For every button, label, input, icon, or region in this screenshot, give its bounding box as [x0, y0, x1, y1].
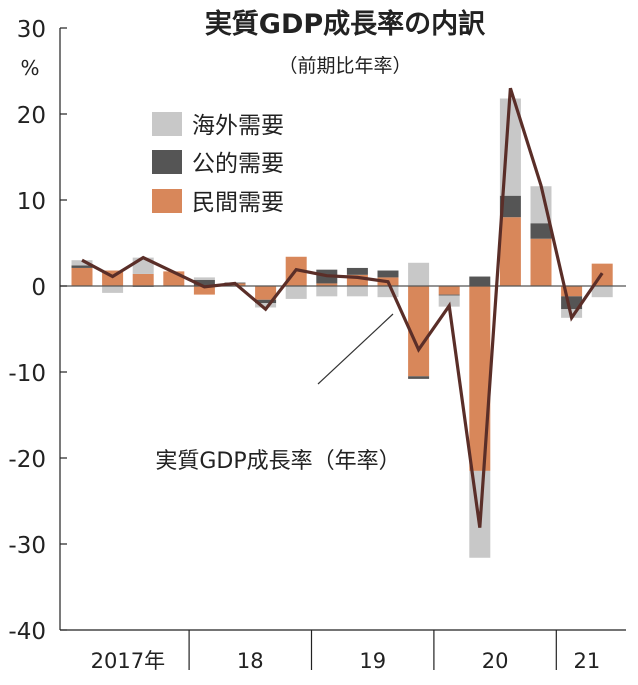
bar-2018Q3-series-2	[255, 303, 277, 308]
bar-2020Q4-series-1	[530, 223, 552, 239]
y-tick-label: -40	[8, 619, 46, 645]
x-year-label: 21	[574, 649, 601, 673]
legend-label-private: 民間需要	[192, 190, 284, 216]
annotation-leader-line	[317, 313, 394, 385]
bar-2020Q4-series-0	[530, 238, 552, 286]
y-tick-label: 20	[17, 103, 46, 129]
bar-2018Q4-series-2	[285, 286, 307, 299]
bar-2017Q1-series-0	[71, 267, 93, 286]
y-tick-label: -10	[8, 361, 46, 387]
bar-2019Q2-series-1	[346, 267, 368, 275]
bar-2020Q3-series-0	[499, 217, 521, 286]
bar-2019Q4-series-0	[408, 286, 430, 377]
bar-2021Q2-series-2	[591, 286, 613, 298]
bar-2017Q2-series-2	[102, 286, 124, 293]
y-tick-label: 10	[17, 189, 46, 215]
legend-swatch-public	[152, 150, 182, 174]
y-tick-label: -30	[8, 533, 46, 559]
annotation-gdp-line: 実質GDP成長率（年率）	[155, 449, 400, 474]
y-tick-label: 30	[17, 17, 46, 43]
bar-2019Q4-series-1	[408, 376, 430, 379]
bar-2018Q3-series-0	[255, 286, 277, 300]
bar-2020Q2-series-0	[469, 286, 491, 471]
bar-2017Q3-series-0	[132, 273, 154, 286]
legend-label-public: 公的需要	[192, 151, 284, 177]
bar-2020Q1-series-1	[438, 294, 460, 296]
legend-label-overseas: 海外需要	[192, 113, 284, 139]
bar-2019Q3-series-1	[377, 270, 399, 278]
bar-2020Q1-series-0	[438, 286, 460, 295]
bar-2018Q1-series-2	[193, 277, 215, 280]
x-year-label: 2017年	[91, 649, 165, 673]
bar-2019Q3-series-2	[377, 286, 399, 298]
bar-2019Q1-series-2	[316, 286, 338, 297]
bar-2021Q1-series-0	[561, 286, 583, 297]
legend-swatch-private	[152, 189, 182, 213]
legend: 海外需要 公的需要 民間需要	[152, 112, 284, 216]
bar-2018Q1-series-0	[193, 286, 215, 295]
chart-title: 実質GDP成長率の内訳	[205, 8, 486, 40]
x-year-label: 19	[359, 649, 386, 673]
bar-2020Q2-series-1	[469, 276, 491, 286]
bar-2019Q1-series-0	[316, 283, 338, 286]
bar-2018Q1-series-1	[193, 279, 215, 286]
bar-2020Q3-series-1	[499, 195, 521, 218]
legend-swatch-overseas	[152, 112, 182, 136]
bar-2019Q2-series-0	[346, 274, 368, 286]
bar-2019Q4-series-2	[408, 262, 430, 286]
bar-2018Q3-series-1	[255, 299, 277, 304]
gdp-growth-line	[81, 87, 604, 528]
bar-2017Q1-series-2	[71, 260, 93, 266]
bar-2019Q2-series-2	[346, 286, 368, 297]
chart-subtitle: （前期比年率）	[278, 55, 411, 77]
x-year-label: 20	[482, 649, 509, 673]
y-tick-label: -20	[8, 447, 46, 473]
bar-2017Q1-series-1	[71, 265, 93, 268]
y-axis-unit: %	[20, 56, 39, 80]
bar-2020Q1-series-2	[438, 295, 460, 307]
y-tick-label: 0	[31, 275, 46, 301]
x-year-label: 18	[237, 649, 264, 673]
